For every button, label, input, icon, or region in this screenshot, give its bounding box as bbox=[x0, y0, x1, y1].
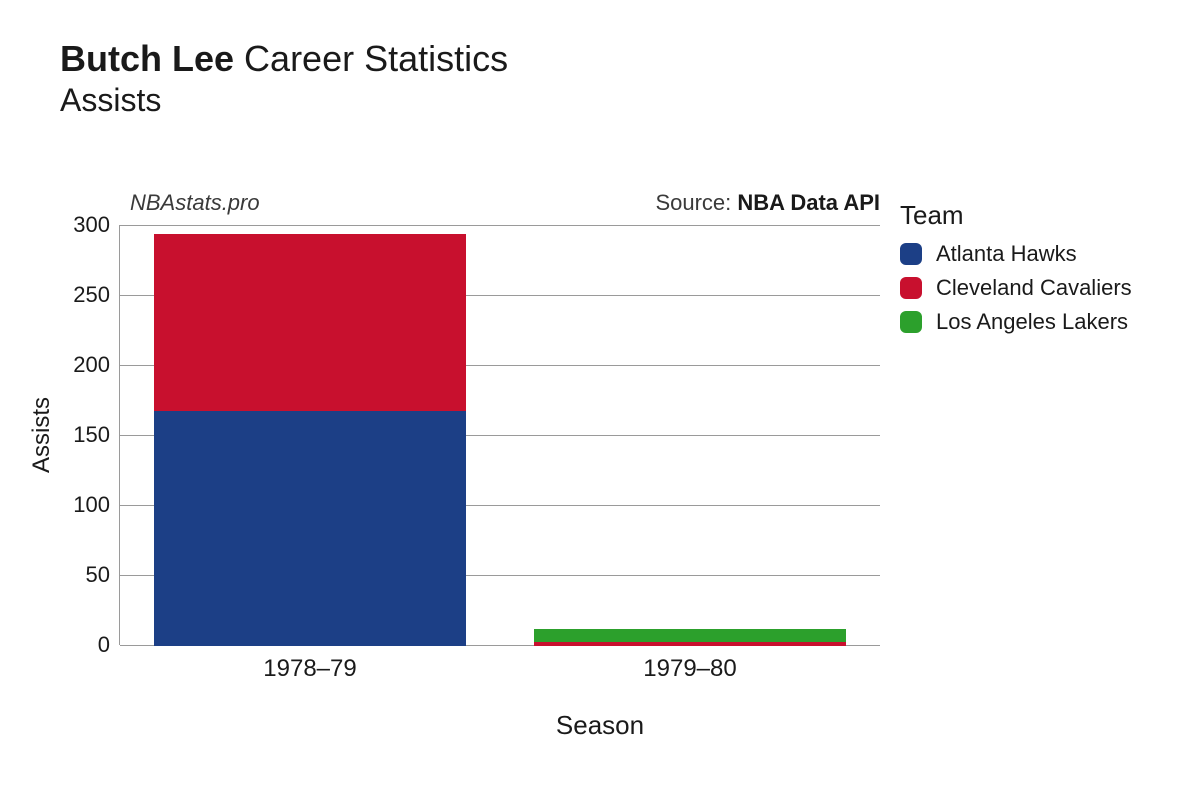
bar-segment bbox=[154, 410, 466, 646]
bar-segment bbox=[534, 628, 846, 642]
legend-item: Atlanta Hawks bbox=[900, 241, 1132, 267]
watermark: NBAstats.pro bbox=[130, 190, 260, 216]
legend-title: Team bbox=[900, 200, 1132, 231]
x-axis-title: Season bbox=[556, 710, 644, 741]
source-prefix: Source: bbox=[655, 190, 737, 215]
grid-line bbox=[120, 225, 880, 226]
legend-label: Cleveland Cavaliers bbox=[936, 275, 1132, 301]
plot-area: 0501001502002503001978–791979–80 bbox=[120, 225, 880, 645]
x-tick-label: 1978–79 bbox=[263, 655, 356, 683]
y-tick-label: 0 bbox=[50, 632, 110, 658]
legend-label: Atlanta Hawks bbox=[936, 241, 1077, 267]
chart-title: Butch Lee Career Statistics bbox=[60, 38, 508, 80]
legend-item: Los Angeles Lakers bbox=[900, 309, 1132, 335]
bar-segment bbox=[154, 233, 466, 410]
x-tick-label: 1979–80 bbox=[643, 655, 736, 683]
title-block: Butch Lee Career Statistics Assists bbox=[60, 38, 508, 119]
legend: Team Atlanta Hawks Cleveland Cavaliers Los… bbox=[900, 200, 1132, 343]
legend-label: Los Angeles Lakers bbox=[936, 309, 1128, 335]
y-tick-label: 300 bbox=[50, 212, 110, 238]
player-name: Butch Lee bbox=[60, 38, 234, 79]
y-tick-label: 50 bbox=[50, 562, 110, 588]
y-tick-label: 250 bbox=[50, 282, 110, 308]
legend-swatch bbox=[900, 277, 922, 299]
legend-swatch bbox=[900, 243, 922, 265]
y-tick-label: 150 bbox=[50, 422, 110, 448]
source-label: Source: NBA Data API bbox=[655, 190, 880, 216]
y-tick-label: 100 bbox=[50, 492, 110, 518]
header-row: NBAstats.pro Source: NBA Data API bbox=[120, 190, 880, 220]
title-suffix: Career Statistics bbox=[244, 38, 508, 79]
y-axis-title: Assists bbox=[28, 397, 56, 473]
source-name: NBA Data API bbox=[737, 190, 880, 215]
y-tick-label: 200 bbox=[50, 352, 110, 378]
legend-item: Cleveland Cavaliers bbox=[900, 275, 1132, 301]
legend-swatch bbox=[900, 311, 922, 333]
chart-subtitle: Assists bbox=[60, 82, 508, 119]
chart-container: Butch Lee Career Statistics Assists NBAs… bbox=[0, 0, 1200, 800]
